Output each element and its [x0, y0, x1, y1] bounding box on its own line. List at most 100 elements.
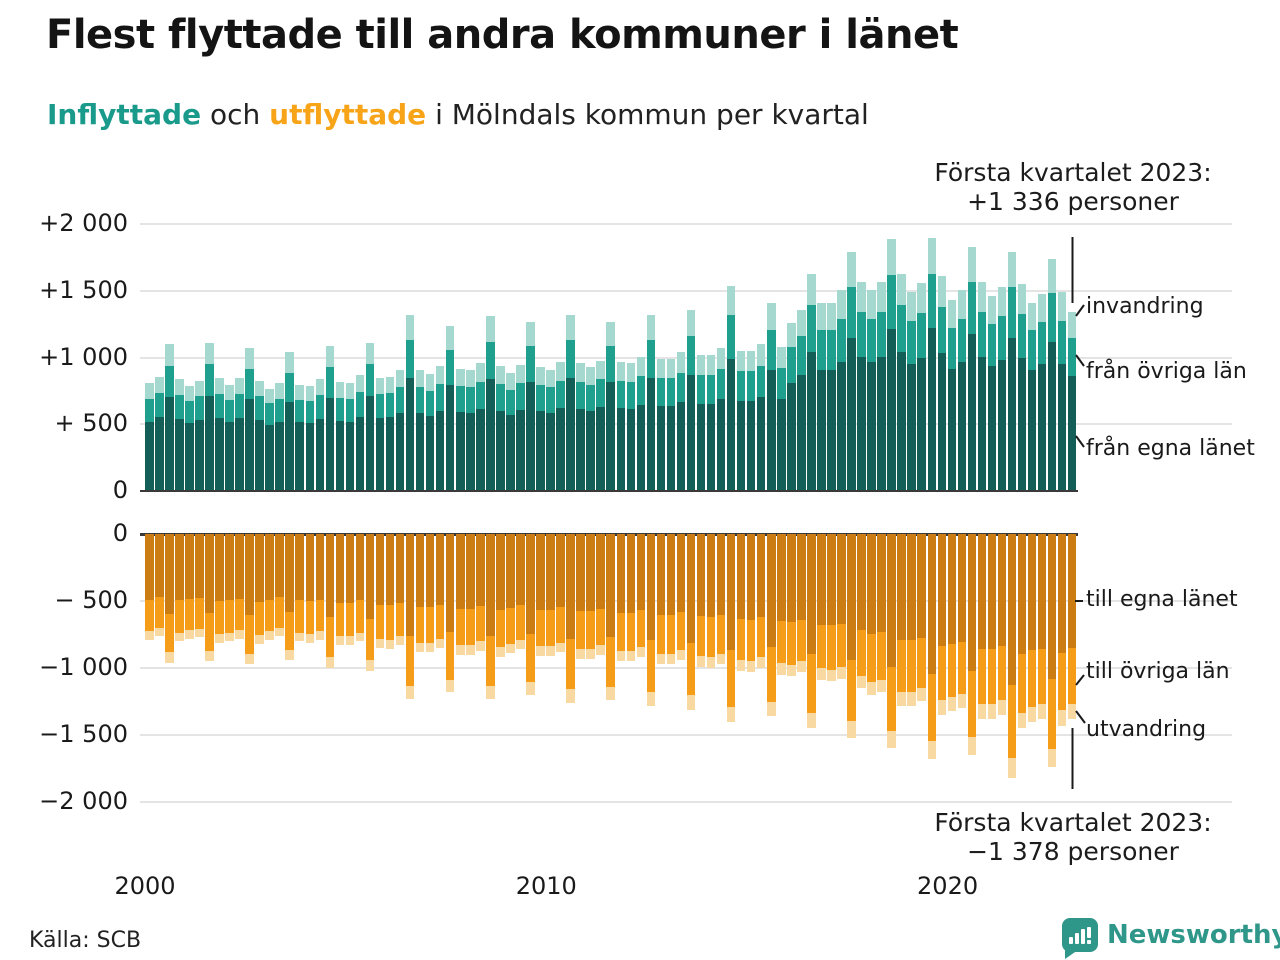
bar-segment-utvandring	[466, 644, 475, 655]
bar-segment-utvandring	[827, 669, 836, 682]
bar-segment-utvandring	[867, 681, 876, 695]
y-tick-label: +1 000	[39, 342, 128, 371]
bar-segment-fr-n-vriga-l-n	[445, 349, 455, 385]
subtitle-och: och	[201, 98, 270, 131]
leader-till-ovriga-lan	[1075, 674, 1085, 686]
bar-segment-fr-n-egna-l-net	[897, 351, 906, 490]
bar-segment-till-egna-l-net	[325, 534, 335, 618]
logo-bubble-tail	[1065, 950, 1078, 959]
bar-segment-fr-n-vriga-l-n	[817, 330, 826, 371]
bar-segment-utvandring	[676, 649, 686, 660]
bar-segment-fr-n-egna-l-net	[977, 356, 987, 490]
bottom-annotation-line2: −1 378 personer	[967, 837, 1179, 866]
bar-segment-invandring	[777, 347, 786, 368]
bar-segment-till-egna-l-net	[345, 534, 355, 603]
bar-segment-till-vriga-l-n	[1027, 650, 1037, 707]
bar-segment-utvandring	[616, 651, 626, 662]
bar-segment-fr-n-vriga-l-n	[365, 364, 375, 396]
chart-subtitle: Inflyttade och utflyttade i Mölndals kom…	[47, 98, 869, 131]
bar-segment-fr-n-vriga-l-n	[165, 365, 174, 397]
bar-segment-fr-n-vriga-l-n	[335, 397, 345, 421]
bar-segment-invandring	[716, 348, 726, 370]
bar-segment-utvandring	[516, 639, 525, 650]
bar-segment-till-egna-l-net	[275, 534, 284, 598]
bar-segment-till-egna-l-net	[797, 534, 806, 620]
bar-segment-till-vriga-l-n	[456, 608, 465, 645]
bar-segment-till-vriga-l-n	[807, 654, 816, 713]
bar-segment-fr-n-vriga-l-n	[867, 318, 876, 362]
bar-segment-invandring	[656, 359, 666, 379]
bar-segment-utvandring	[395, 636, 405, 646]
bar-segment-till-egna-l-net	[596, 534, 605, 609]
bar-segment-till-vriga-l-n	[646, 640, 656, 692]
bar-segment-fr-n-vriga-l-n	[415, 387, 425, 414]
bar-segment-till-vriga-l-n	[325, 617, 335, 658]
bar-segment-utvandring	[586, 648, 595, 659]
bar-segment-till-vriga-l-n	[696, 616, 706, 657]
bar-segment-fr-n-vriga-l-n	[596, 379, 605, 408]
bar-segment-utvandring	[415, 642, 425, 652]
top-annotation: Första kvartalet 2023: +1 336 personer	[903, 158, 1243, 216]
bar-segment-utvandring	[486, 685, 495, 699]
bar-segment-till-egna-l-net	[616, 534, 626, 613]
bar-segment-till-vriga-l-n	[165, 613, 174, 653]
bar-segment-utvandring	[355, 632, 365, 642]
bar-segment-fr-n-egna-l-net	[175, 419, 184, 490]
bar-segment-utvandring	[716, 653, 726, 664]
bar-segment-invandring	[736, 351, 746, 372]
bar-segment-fr-n-egna-l-net	[947, 368, 957, 490]
bar-segment-invandring	[405, 315, 415, 341]
bar-segment-invandring	[245, 348, 254, 370]
bar-segment-utvandring	[506, 643, 515, 654]
bar-segment-till-vriga-l-n	[275, 597, 284, 628]
bar-segment-utvandring	[977, 704, 987, 719]
bar-segment-till-vriga-l-n	[546, 609, 555, 647]
bar-segment-invandring	[315, 379, 325, 396]
bar-segment-till-egna-l-net	[245, 534, 254, 615]
bar-segment-utvandring	[365, 659, 375, 671]
bar-segment-utvandring	[245, 653, 254, 664]
bar-segment-till-egna-l-net	[847, 534, 856, 661]
gridline	[140, 356, 1232, 359]
bar-segment-invandring	[445, 325, 455, 350]
bar-segment-invandring	[395, 369, 405, 388]
bar-segment-fr-n-vriga-l-n	[957, 318, 967, 362]
bar-segment-fr-n-egna-l-net	[967, 334, 977, 490]
bar-segment-fr-n-vriga-l-n	[385, 392, 395, 418]
bar-segment-till-egna-l-net	[445, 534, 455, 633]
bar-segment-till-vriga-l-n	[225, 600, 234, 633]
bar-segment-fr-n-vriga-l-n	[877, 312, 886, 357]
bar-segment-utvandring	[1027, 706, 1037, 722]
bar-segment-invandring	[225, 384, 234, 400]
bar-segment-invandring	[676, 352, 686, 373]
bar-segment-fr-n-egna-l-net	[1027, 370, 1037, 490]
bar-segment-invandring	[636, 356, 646, 376]
bar-segment-invandring	[456, 368, 465, 387]
gridline	[140, 600, 1232, 602]
bar-segment-fr-n-vriga-l-n	[797, 335, 806, 375]
bar-segment-fr-n-vriga-l-n	[486, 341, 495, 379]
bar-segment-utvandring	[787, 664, 796, 677]
bar-segment-till-vriga-l-n	[967, 671, 977, 738]
bar-segment-till-egna-l-net	[155, 534, 164, 598]
bar-segment-till-egna-l-net	[536, 534, 545, 610]
bar-segment-till-egna-l-net	[566, 534, 575, 639]
bar-segment-till-egna-l-net	[405, 534, 415, 637]
bar-segment-fr-n-egna-l-net	[215, 418, 224, 490]
bar-segment-till-egna-l-net	[877, 534, 886, 633]
bar-segment-utvandring	[345, 636, 355, 646]
bar-segment-till-egna-l-net	[897, 534, 906, 641]
bar-segment-till-egna-l-net	[1027, 534, 1037, 651]
source-label: Källa: SCB	[29, 928, 142, 953]
bar-segment-fr-n-vriga-l-n	[476, 381, 485, 409]
bar-segment-invandring	[185, 385, 194, 401]
bar-segment-till-vriga-l-n	[375, 604, 385, 639]
bar-segment-invandring	[817, 303, 826, 331]
bar-segment-utvandring	[767, 701, 776, 717]
bar-segment-till-egna-l-net	[165, 534, 174, 614]
bar-segment-till-egna-l-net	[706, 534, 716, 618]
bar-segment-fr-n-egna-l-net	[415, 413, 425, 490]
bar-segment-till-vriga-l-n	[1007, 685, 1017, 759]
bar-segment-utvandring	[155, 627, 164, 636]
